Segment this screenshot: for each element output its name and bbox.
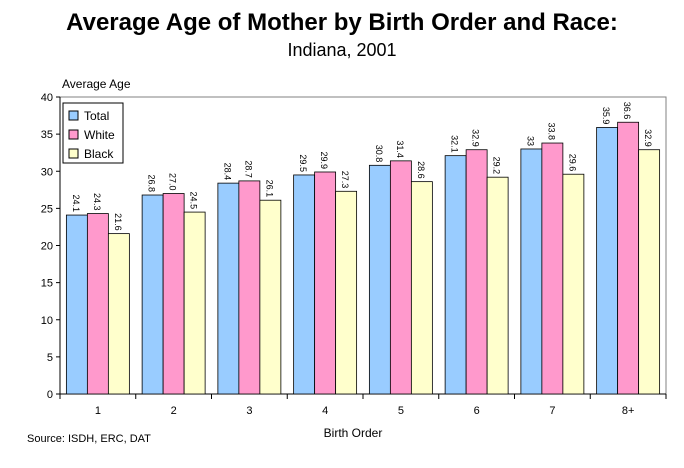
bar: [335, 190, 358, 395]
bar: [486, 176, 509, 395]
bar: [183, 211, 206, 395]
x-tick-label: 5: [398, 405, 404, 417]
value-label: 21.6: [113, 213, 123, 231]
x-tick-label: 3: [246, 405, 252, 417]
bar: [293, 174, 316, 395]
value-label: 24.3: [92, 193, 102, 211]
bar: [162, 193, 185, 395]
y-tick-label: 15: [41, 278, 53, 290]
y-tick-label: 35: [41, 129, 53, 141]
bar: [259, 199, 282, 395]
bar: [141, 194, 164, 395]
source-note: Source: ISDH, ERC, DAT: [27, 433, 151, 445]
x-axis-label: Birth Order: [324, 426, 383, 440]
value-label: 35.9: [601, 107, 611, 125]
legend-swatch: [68, 129, 79, 140]
bar: [541, 142, 564, 395]
bar: [465, 149, 488, 395]
x-tick-label: 1: [95, 405, 101, 417]
value-label: 29.2: [492, 157, 502, 175]
y-tick-label: 5: [47, 352, 53, 364]
y-tick-label: 30: [41, 166, 53, 178]
value-label: 29.5: [298, 154, 308, 172]
bar: [238, 180, 261, 395]
bar: [520, 148, 543, 395]
bar: [638, 149, 661, 395]
bar: [562, 173, 585, 395]
bar: [65, 214, 88, 395]
value-label: 33: [525, 136, 535, 146]
value-label: 24.5: [189, 192, 199, 210]
bar: [410, 181, 433, 395]
bar: [389, 160, 412, 395]
legend-label: White: [84, 128, 115, 142]
x-tick-label: 2: [171, 405, 177, 417]
y-tick-label: 20: [41, 241, 53, 253]
value-label: 30.8: [374, 145, 384, 163]
bar: [86, 213, 109, 395]
y-tick-label: 10: [41, 315, 53, 327]
value-label: 31.4: [395, 140, 405, 158]
value-label: 36.6: [622, 102, 632, 120]
value-label: 24.1: [71, 195, 81, 213]
value-label: 26.8: [147, 174, 157, 192]
value-label: 32.1: [450, 135, 460, 153]
value-label: 29.6: [567, 154, 577, 172]
value-label: 33.8: [546, 123, 556, 141]
y-tick-label: 25: [41, 203, 53, 215]
value-label: 32.9: [471, 129, 481, 147]
x-tick-label: 6: [474, 405, 480, 417]
chart-title: Average Age of Mother by Birth Order and…: [66, 9, 618, 36]
value-label: 27.0: [168, 173, 178, 191]
bar: [107, 233, 130, 395]
bar: [314, 171, 337, 395]
value-label: 28.4: [222, 163, 232, 181]
bar: [596, 127, 619, 395]
bar: [444, 155, 467, 395]
legend-label: Total: [84, 109, 109, 123]
x-tick-label: 7: [549, 405, 555, 417]
x-tick-label: 8+: [622, 405, 635, 417]
value-label: 26.1: [264, 180, 274, 198]
x-tick-label: 4: [322, 405, 328, 417]
value-label: 28.7: [243, 160, 253, 178]
chart-subtitle: Indiana, 2001: [287, 40, 396, 60]
value-label: 27.3: [340, 171, 350, 189]
bar: [368, 164, 391, 395]
bar: [217, 182, 240, 395]
legend-swatch: [68, 148, 79, 159]
value-label: 29.9: [319, 151, 329, 169]
y-tick-label: 0: [47, 389, 53, 401]
y-tick-label: 40: [41, 92, 53, 104]
legend-swatch: [68, 110, 79, 121]
y-axis-label: Average Age: [62, 77, 131, 91]
legend-label: Black: [84, 147, 114, 161]
bar: [617, 121, 640, 395]
value-label: 28.6: [416, 161, 426, 179]
value-label: 32.9: [643, 129, 653, 147]
